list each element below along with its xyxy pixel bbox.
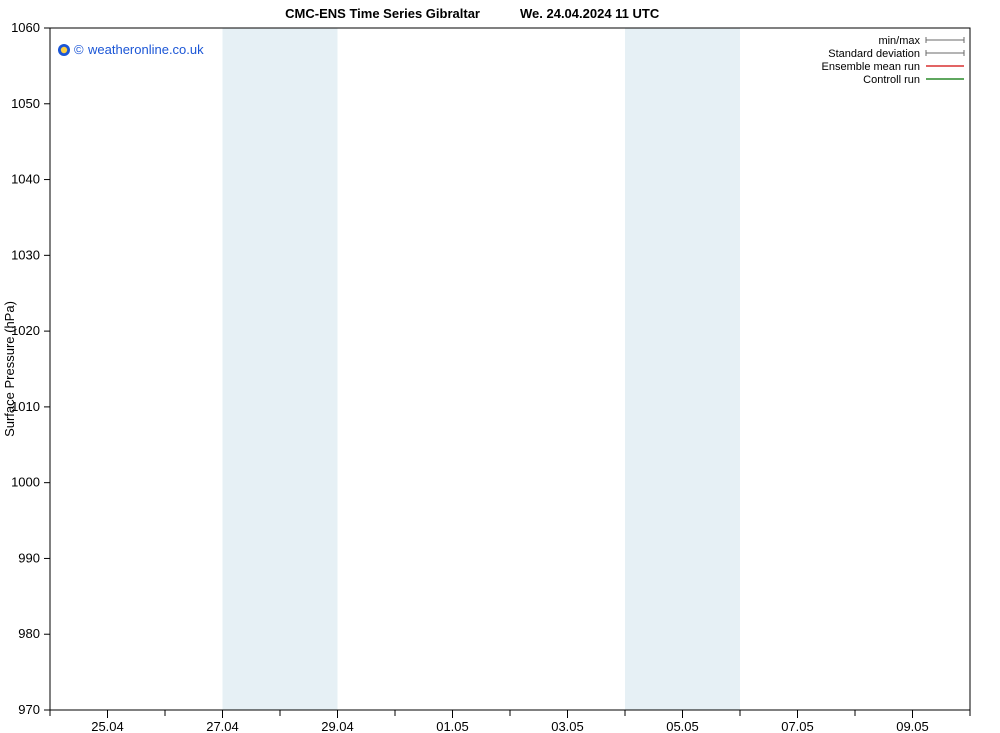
watermark-prefix: © xyxy=(74,42,84,57)
y-tick-label: 1000 xyxy=(11,475,40,490)
x-tick-label: 03.05 xyxy=(551,719,584,733)
y-tick-label: 990 xyxy=(18,550,40,565)
y-tick-label: 1030 xyxy=(11,247,40,262)
y-tick-label: 970 xyxy=(18,702,40,717)
weekend-band xyxy=(625,28,740,710)
weekend-band xyxy=(223,28,338,710)
y-tick-label: 980 xyxy=(18,626,40,641)
y-tick-label: 1050 xyxy=(11,96,40,111)
legend-label: min/max xyxy=(878,35,920,47)
x-tick-label: 29.04 xyxy=(321,719,354,733)
legend-label: Ensemble mean run xyxy=(822,61,920,73)
y-tick-label: 1060 xyxy=(11,20,40,35)
watermark-text: weatheronline.co.uk xyxy=(87,42,204,57)
x-tick-label: 01.05 xyxy=(436,719,469,733)
legend-label: Controll run xyxy=(863,74,920,86)
chart-container: 970980990100010101020103010401050106025.… xyxy=(0,0,1000,733)
y-tick-label: 1040 xyxy=(11,172,40,187)
y-axis-label: Surface Pressure (hPa) xyxy=(2,301,17,437)
chart-title-left: CMC-ENS Time Series Gibraltar xyxy=(285,6,480,21)
x-tick-label: 27.04 xyxy=(206,719,239,733)
watermark-icon xyxy=(58,44,70,56)
legend-label: Standard deviation xyxy=(828,48,920,60)
x-tick-label: 25.04 xyxy=(91,719,124,733)
chart-title-right: We. 24.04.2024 11 UTC xyxy=(520,6,660,21)
chart-svg: 970980990100010101020103010401050106025.… xyxy=(0,0,1000,733)
x-tick-label: 05.05 xyxy=(666,719,699,733)
x-tick-label: 07.05 xyxy=(781,719,814,733)
x-tick-label: 09.05 xyxy=(896,719,929,733)
